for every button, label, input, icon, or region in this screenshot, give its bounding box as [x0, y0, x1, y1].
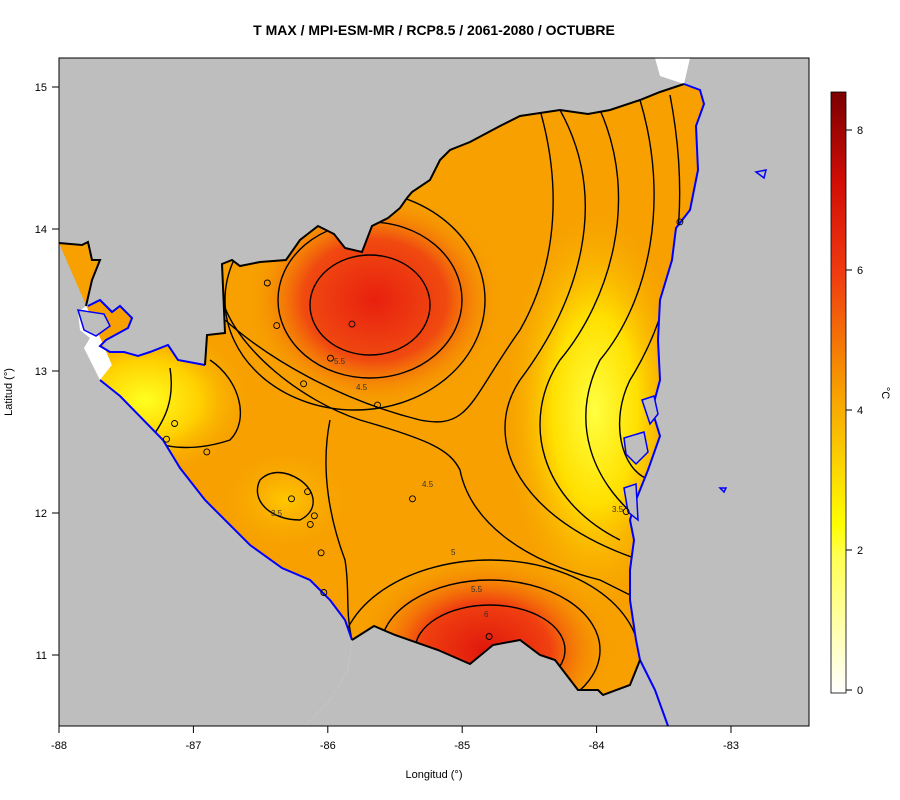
colorbar-unit-label: °C [879, 387, 891, 399]
contour-label: 6 [484, 610, 489, 619]
colorbar-tick-label: 4 [857, 405, 863, 417]
station-marker [263, 279, 271, 287]
station-marker [348, 320, 356, 328]
station-marker [171, 420, 179, 427]
x-axis: -88 -87 -86 -85 -84 -83 [51, 725, 739, 752]
colorbar-tick-label: 8 [857, 125, 863, 137]
station-marker [310, 512, 318, 520]
caribbean-coast-gray [630, 58, 809, 726]
y-tick-label: 14 [35, 224, 47, 236]
caribbean-islands [718, 169, 768, 494]
caribbean-lagoon-2 [623, 431, 649, 466]
y-axis-label: Latitud (°) [3, 368, 15, 416]
y-tick-label: 15 [35, 82, 47, 94]
caribbean-lagoon-1 [641, 395, 659, 426]
y-tick-label: 13 [35, 366, 47, 378]
x-axis-label: Longitud (°) [406, 769, 463, 781]
station-marker [485, 633, 493, 640]
contour-label: 4.5 [356, 383, 368, 392]
caribbean-lagoon-3 [623, 482, 639, 522]
station-marker [317, 549, 325, 557]
plot-area: 5.5 4.5 4.5 3.5 5 5.5 6 3.5 [59, 58, 809, 726]
honduras-land [59, 58, 684, 365]
x-tick-label: -88 [51, 740, 67, 752]
station-marker [203, 448, 211, 456]
station-marker [676, 218, 684, 226]
station-marker [306, 520, 314, 528]
pacific-gray [59, 348, 352, 726]
station-marker [304, 488, 312, 496]
station-marker [320, 589, 328, 596]
colorbar-ramp [830, 91, 847, 694]
contour-label: 5 [451, 548, 456, 557]
station-marker [327, 354, 334, 362]
colorbar: 8 6 4 2 0 °C [830, 91, 891, 697]
x-tick-label: -87 [185, 740, 201, 752]
x-tick-label: -83 [723, 740, 739, 752]
y-tick-label: 12 [35, 508, 47, 520]
y-axis: 15 14 13 12 11 [35, 82, 60, 662]
x-tick-label: -85 [454, 740, 470, 752]
x-tick-label: -86 [320, 740, 336, 752]
station-markers [163, 218, 684, 640]
station-marker [622, 508, 630, 516]
station-marker [374, 401, 381, 409]
contour-label: 3.5 [612, 505, 624, 514]
station-marker [288, 495, 295, 503]
colorbar-tick-label: 2 [857, 545, 863, 557]
map-title: T MAX / MPI-ESM-MR / RCP8.5 / 2061-2080 … [253, 22, 615, 38]
y-tick-label: 11 [36, 650, 47, 662]
station-marker [163, 435, 170, 443]
station-marker [409, 495, 416, 503]
contour-label: 4.5 [422, 480, 434, 489]
contour-label: 5.5 [334, 357, 346, 366]
x-tick-label: -84 [589, 740, 605, 752]
station-marker [273, 322, 281, 330]
lake-managua [76, 309, 111, 337]
contour-label-group: 5.5 4.5 4.5 3.5 5 5.5 6 3.5 [271, 357, 624, 619]
contour-label: 5.5 [471, 585, 483, 594]
contour-label: 3.5 [271, 509, 283, 518]
country-border [59, 83, 685, 697]
station-marker [300, 380, 308, 388]
colorbar-tick-label: 0 [857, 685, 863, 697]
colorbar-tick-label: 6 [857, 265, 863, 277]
costa-rica-land [305, 626, 668, 726]
